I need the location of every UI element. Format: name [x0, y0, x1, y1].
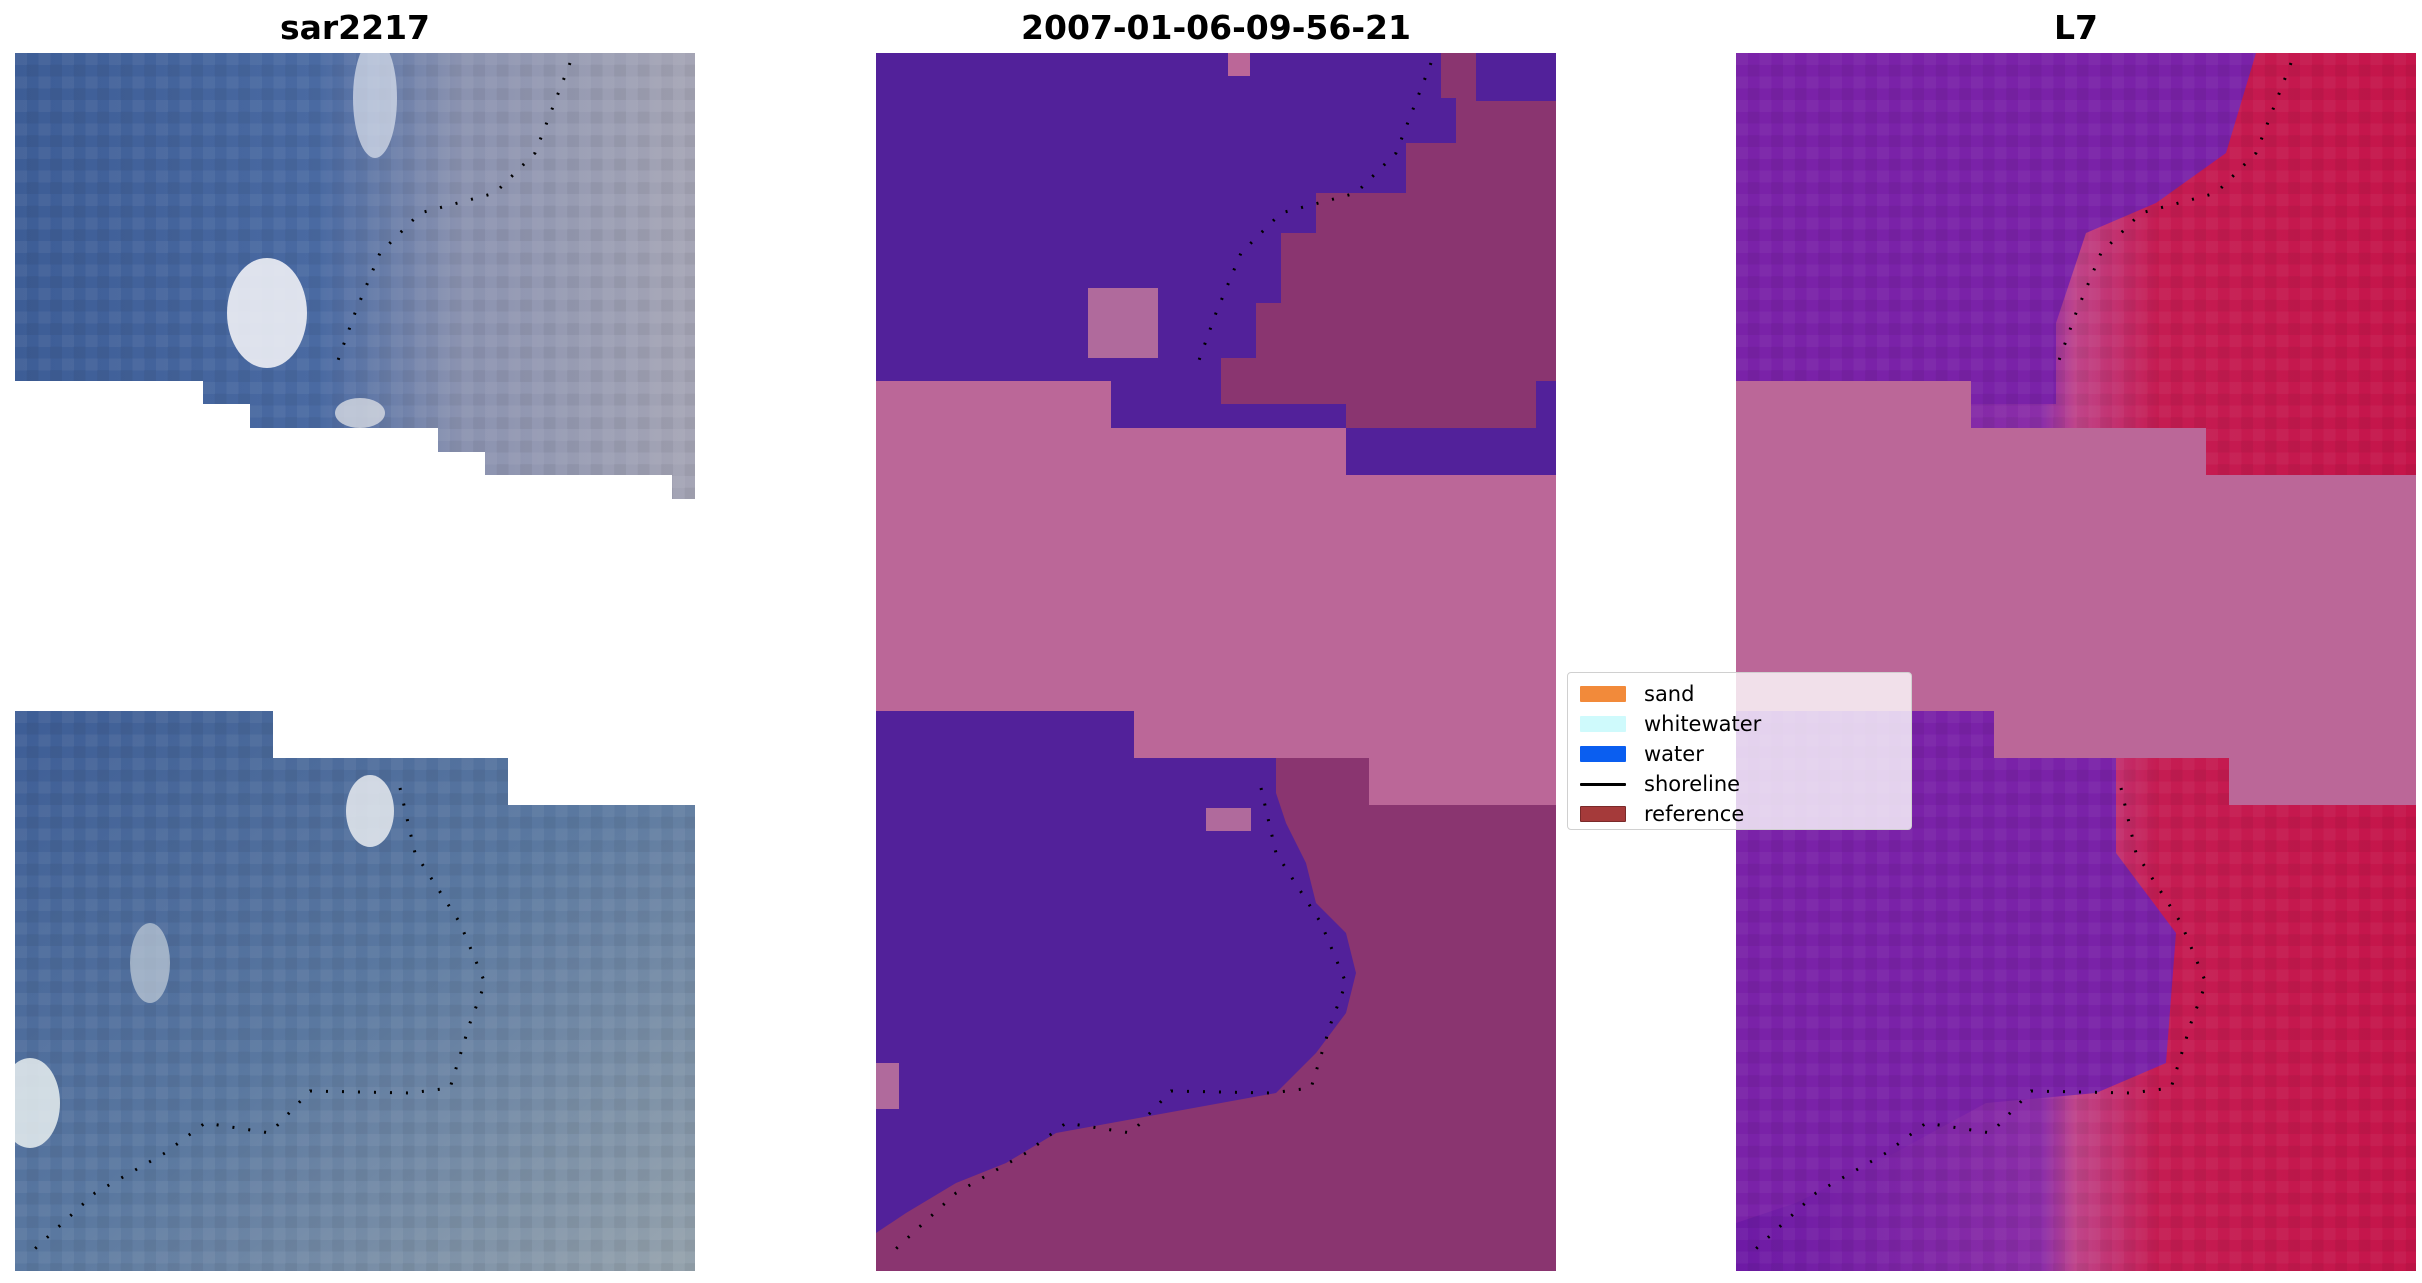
legend-item-whitewater: whitewater	[1580, 709, 1911, 739]
legend-swatch-whitewater	[1580, 716, 1626, 732]
legend-item-sand: sand	[1580, 679, 1911, 709]
rgb-image	[15, 53, 695, 1271]
legend-swatch-water	[1580, 746, 1626, 762]
classified-image	[876, 53, 1556, 1271]
legend: sand whitewater water shoreline referenc…	[1567, 672, 1912, 830]
legend-label: water	[1644, 742, 1704, 766]
legend-item-reference: reference	[1580, 799, 1911, 829]
rgb-image-panel	[15, 53, 695, 1271]
legend-item-shoreline: shoreline	[1580, 769, 1911, 799]
legend-swatch-shoreline	[1580, 782, 1626, 786]
legend-label: reference	[1644, 802, 1745, 826]
classified-image-panel	[876, 53, 1556, 1271]
legend-item-water: water	[1580, 739, 1911, 769]
legend-label: whitewater	[1644, 712, 1762, 736]
legend-swatch-sand	[1580, 686, 1626, 702]
legend-swatch-reference	[1580, 806, 1626, 822]
shoreline-line	[335, 62, 572, 364]
legend-label: shoreline	[1644, 772, 1741, 796]
panel-title-mndwi: L7	[2054, 8, 2098, 47]
panel-title-rgb: sar2217	[279, 8, 431, 47]
legend-label: sand	[1644, 682, 1695, 706]
index-image	[1736, 53, 2416, 1271]
shoreline-line	[2056, 62, 2293, 364]
shoreline-line	[1196, 62, 1433, 364]
index-image-panel	[1736, 53, 2416, 1271]
panel-title-classified: 2007-01-06-09-56-21	[1021, 8, 1411, 47]
